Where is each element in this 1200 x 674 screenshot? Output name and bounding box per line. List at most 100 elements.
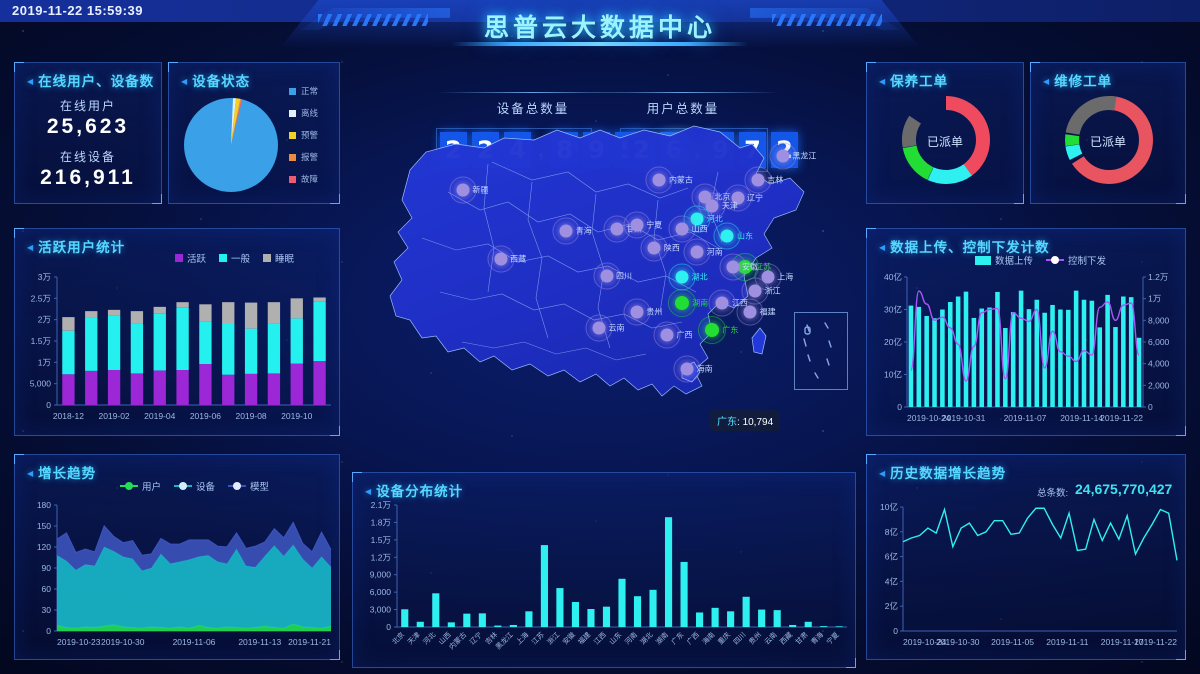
map-marker-湖南[interactable] [675,295,690,310]
legend-item-users[interactable]: 用户 [120,479,161,493]
panel-marker-icon: ◀ [27,243,35,252]
map-marker-海南[interactable] [680,362,694,376]
map-marker-内蒙古[interactable] [652,173,666,187]
south-sea-inset-svg [803,322,832,379]
map-marker-label: 浙江 [764,286,781,296]
map-marker-西藏[interactable] [494,252,508,266]
legend-item-3[interactable]: 报警 [289,151,318,163]
legend-item-normal[interactable]: 一般 [219,251,250,265]
panel-maintenance-order: ◀ 保养工单 已派单 [866,62,1024,204]
panel-marker-icon: ◀ [879,243,887,252]
svg-text:180: 180 [37,500,51,510]
active-users-bar-chart: 0 5,000 1万 1.5万 2万 2.5万 3万 2018-12 2019-02 2019-… [30,272,331,421]
map-marker-ring [744,166,772,194]
map-marker-广西[interactable] [660,328,674,342]
map-marker-ring [668,288,697,317]
map-marker-甘肃[interactable] [610,222,624,236]
map-marker-吉林[interactable] [751,173,765,187]
svg-text:2.5万: 2.5万 [31,293,51,303]
svg-text:宁夏: 宁夏 [824,630,840,646]
panel-title-maintenance-order: ◀ 保养工单 [879,74,949,89]
svg-text:6,000: 6,000 [1148,337,1170,347]
map-marker-广东[interactable] [705,323,720,338]
svg-text:河北: 河北 [422,631,438,647]
map-marker-label: 吉林 [767,175,784,185]
map-marker-陕西[interactable] [647,241,661,254]
legend-bar-icon [975,255,991,265]
svg-text:1万: 1万 [1148,294,1161,304]
online-users-label: 在线用户 [59,99,116,113]
legend-label: 睡眠 [275,254,295,265]
map-marker-ring [653,321,681,349]
maintenance-donut-chart [902,96,990,184]
online-users-value: 25,623 [46,115,130,138]
svg-text:10亿: 10亿 [884,370,902,380]
legend-item-1[interactable]: 离线 [289,107,318,119]
map-marker-山西[interactable] [675,222,689,236]
svg-text:0: 0 [46,400,51,410]
repair-donut-chart [1065,96,1153,184]
svg-text:2019-06: 2019-06 [190,411,221,421]
svg-text:浙江: 浙江 [545,630,561,646]
svg-text:1.2万: 1.2万 [1148,272,1168,282]
legend-item-models[interactable]: 模型 [228,479,269,493]
map-marker-label: 内蒙古 [668,175,693,185]
map-marker-四川[interactable] [600,269,614,283]
map-marker-江西[interactable] [715,296,729,310]
map-tooltip: 广东: 10,794 [710,410,781,431]
map-marker-云南[interactable] [592,321,606,335]
legend-swatch-icon [289,109,296,117]
map-marker-ring [724,184,752,212]
map-marker-label: 陕西 [663,243,680,252]
svg-text:6亿: 6亿 [885,552,898,562]
legend-swatch-icon [289,131,296,139]
svg-text:湖南: 湖南 [654,630,670,646]
legend-item-4[interactable]: 故障 [289,173,318,185]
map-marker-贵州[interactable] [630,305,644,319]
svg-text:20亿: 20亿 [884,337,902,347]
map-marker-辽宁[interactable] [731,191,745,205]
svg-text:1.8万: 1.8万 [371,517,391,527]
map-marker-ring [673,355,701,383]
active-users-legend: 活跃 一般 睡眠 [175,251,294,265]
svg-text:青海: 青海 [809,630,825,646]
legend-label: 用户 [142,482,162,493]
map-marker-湖北[interactable] [675,270,689,284]
map-marker-黑龙江[interactable] [776,149,790,162]
map-marker-新疆[interactable] [456,183,470,197]
panel-title-repair-order: ◀ 维修工单 [1043,74,1113,89]
map-marker-label: 西藏 [510,254,527,264]
map-marker-label: 广东 [722,325,739,335]
svg-text:山东: 山东 [607,630,623,646]
legend-label: 设备 [196,482,216,493]
legend-item-sleep[interactable]: 睡眠 [263,251,294,265]
legend-label: 正常 [301,86,319,96]
china-map[interactable]: 黑龙江 吉林 辽宁 内蒙古 北京 天津 河北 山东 江苏 上海 河南 湖北 安徽 浙江 江西 湖南 福建 广东 广西… [352,52,856,512]
svg-text:6,000: 6,000 [370,587,392,597]
map-marker-宁夏[interactable] [630,218,644,231]
legend-item-active[interactable]: 活跃 [175,251,206,265]
map-marker-青海[interactable] [559,224,573,238]
map-marker-label: 青海 [575,226,592,236]
panel-marker-icon: ◀ [27,469,35,478]
svg-text:广西: 广西 [685,630,701,646]
panel-marker-icon: ◀ [27,77,35,86]
svg-text:北京: 北京 [390,630,406,646]
svg-text:3,000: 3,000 [370,605,392,615]
legend-item-2[interactable]: 预警 [289,129,318,141]
device-total-separator [438,92,628,93]
legend-item-control[interactable]: 控制下发 [1046,253,1106,267]
legend-item-0[interactable]: 正常 [289,85,318,97]
map-marker-河南[interactable] [690,245,704,259]
map-marker-安徽[interactable] [726,260,740,274]
legend-item-devices[interactable]: 设备 [174,479,215,493]
map-marker-ring [698,316,727,345]
map-marker-天津[interactable] [705,199,719,213]
map-marker-浙江[interactable] [748,284,762,298]
maintenance-center-label: 已派单 [926,135,963,149]
header-wing-left-icon [300,0,450,40]
map-marker-ring [449,176,477,204]
map-marker-山东[interactable] [720,229,734,243]
legend-item-upload[interactable]: 数据上传 [975,253,1033,267]
map-marker-福建[interactable] [743,305,757,319]
